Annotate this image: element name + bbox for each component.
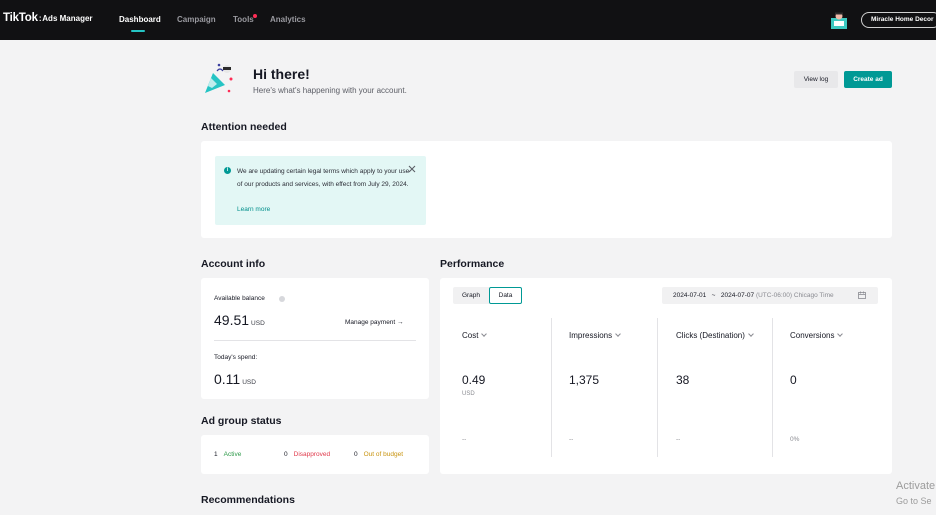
chevron-down-icon: [837, 331, 844, 337]
metric-impressions-value: 1,375: [569, 373, 600, 387]
account-switcher-button[interactable]: Miracle Home Decor: [861, 12, 936, 28]
metric-divider: [657, 318, 658, 457]
performance-title: Performance: [440, 258, 505, 270]
todays-spend-label: Today's spend:: [214, 354, 258, 361]
calendar-icon[interactable]: [858, 291, 866, 299]
metric-cost-header[interactable]: Cost: [462, 331, 488, 340]
top-nav-bar: TikTok:Ads Manager Dashboard Campaign To…: [0, 0, 936, 40]
legal-notice-banner: [215, 156, 426, 225]
status-disapproved[interactable]: 0 Disapproved: [284, 451, 331, 458]
available-balance-label: Available balance: [214, 295, 265, 302]
greeting-subtitle: Here's what's happening with your accoun…: [253, 86, 407, 95]
chevron-down-icon: [748, 331, 754, 337]
tab-graph[interactable]: Graph: [453, 287, 489, 304]
metric-divider: [551, 318, 552, 457]
metric-conversions-footer: 0%: [790, 436, 800, 443]
nav-dashboard[interactable]: Dashboard: [119, 15, 161, 24]
metric-impressions-header[interactable]: Impressions: [569, 331, 621, 340]
party-popper-icon: [205, 63, 233, 93]
ad-group-status-title: Ad group status: [201, 415, 282, 427]
metric-clicks-value: 38: [676, 373, 690, 387]
account-info-card: [201, 278, 429, 399]
date-range-picker[interactable]: 2024-07-01 ~ 2024-07-07 (UTC-06:00) Chic…: [662, 287, 878, 304]
metric-cost-value: 0.49: [462, 373, 486, 387]
tab-data[interactable]: Data: [489, 287, 522, 304]
balance-divider: [214, 340, 416, 341]
activate-windows-watermark: Activate: [896, 480, 936, 492]
account-avatar-icon[interactable]: [828, 12, 850, 30]
legal-notice-text: We are updating certain legal terms whic…: [237, 168, 410, 188]
view-log-button[interactable]: View log: [794, 71, 838, 88]
metric-conversions-header[interactable]: Conversions: [790, 331, 844, 340]
metric-clicks-footer: --: [676, 436, 681, 443]
account-info-title: Account info: [201, 258, 266, 270]
create-ad-button[interactable]: Create ad: [844, 71, 892, 88]
metric-clicks-header[interactable]: Clicks (Destination): [676, 331, 754, 340]
activate-windows-subtext: Go to Se: [896, 496, 932, 506]
greeting-title: Hi there!: [253, 66, 310, 82]
manage-payment-link[interactable]: Manage payment →: [345, 319, 404, 326]
info-icon: i: [224, 167, 231, 174]
learn-more-link[interactable]: Learn more: [237, 206, 271, 213]
chevron-down-icon: [481, 331, 488, 337]
nav-campaign[interactable]: Campaign: [177, 15, 216, 24]
ad-group-status-card: [201, 435, 429, 474]
active-nav-indicator: [131, 30, 145, 32]
attention-needed-title: Attention needed: [201, 121, 287, 133]
metric-cost-footer: --: [462, 436, 467, 443]
metric-divider: [772, 318, 773, 457]
metric-impressions-footer: --: [569, 436, 574, 443]
balance-info-icon[interactable]: [279, 296, 285, 302]
nav-analytics[interactable]: Analytics: [270, 15, 306, 24]
metric-cost-unit: USD: [462, 391, 475, 397]
todays-spend-value: 0.11 USD: [214, 371, 256, 387]
tools-notification-dot: [253, 14, 257, 18]
nav-tools[interactable]: Tools: [233, 15, 254, 24]
status-out-of-budget[interactable]: 0 Out of budget: [354, 451, 404, 458]
recommendations-title: Recommendations: [201, 494, 295, 506]
chevron-down-icon: [615, 331, 621, 337]
performance-card: [440, 278, 892, 474]
status-active[interactable]: 1 Active: [214, 451, 242, 458]
available-balance-value: 49.51 USD: [214, 312, 265, 328]
tiktok-ads-manager-logo[interactable]: TikTok:Ads Manager: [3, 12, 93, 24]
metric-conversions-value: 0: [790, 373, 797, 387]
close-icon[interactable]: [407, 164, 417, 174]
